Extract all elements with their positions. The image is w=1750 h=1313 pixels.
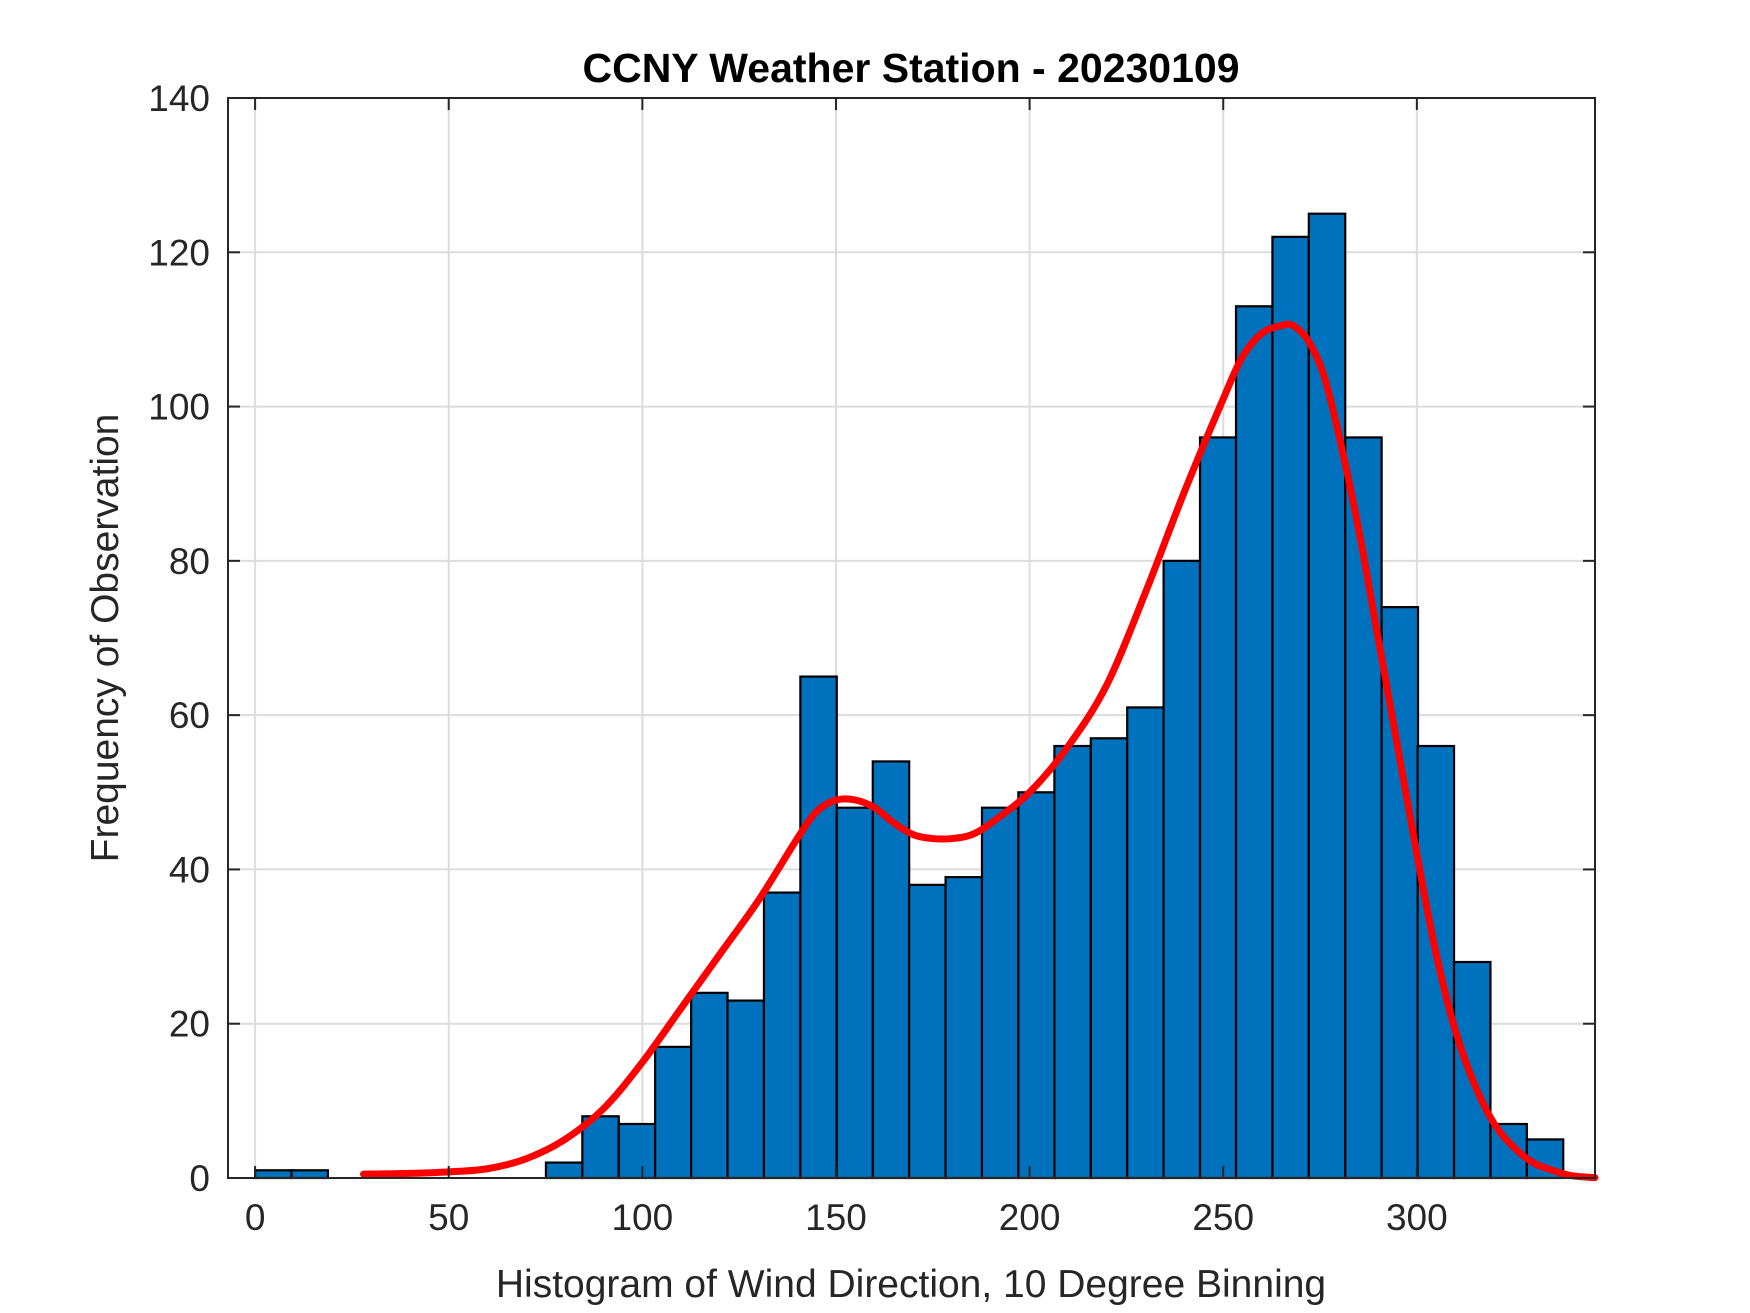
histogram-bar — [1053, 744, 1092, 1180]
histogram-bar — [1017, 791, 1056, 1180]
histogram-bar — [944, 876, 984, 1180]
histogram-bar — [617, 1122, 657, 1180]
histogram-bar — [1234, 305, 1274, 1180]
histogram-bar — [799, 675, 838, 1180]
x-axis-label: Histogram of Wind Direction, 10 Degree B… — [496, 1263, 1326, 1306]
x-tick-label: 250 — [1192, 1197, 1254, 1238]
x-tick-label: 0 — [245, 1197, 266, 1238]
y-tick-label: 60 — [169, 695, 210, 736]
histogram-bar — [290, 1169, 330, 1180]
y-tick-label: 20 — [169, 1004, 210, 1045]
y-tick-label: 120 — [148, 232, 210, 273]
y-tick-label: 140 — [148, 78, 210, 119]
y-tick-label: 0 — [189, 1158, 210, 1199]
histogram-bar — [835, 806, 875, 1180]
histogram-bar — [654, 1045, 693, 1180]
y-tick-label: 40 — [169, 849, 210, 890]
y-tick-label: 80 — [169, 541, 210, 582]
fit-curve — [360, 320, 1599, 1182]
histogram-bar — [908, 883, 947, 1180]
histogram-bar — [980, 806, 1020, 1180]
histogram-bar — [1089, 737, 1129, 1180]
histogram-bar — [690, 991, 729, 1180]
y-tick-label: 100 — [148, 387, 210, 428]
x-tick-label: 100 — [611, 1197, 673, 1238]
histogram-bar — [1162, 559, 1202, 1180]
histogram-bar — [254, 1169, 293, 1180]
chart-title: CCNY Weather Station - 20230109 — [582, 45, 1239, 91]
x-tick-label: 150 — [805, 1197, 867, 1238]
x-tick-label: 200 — [999, 1197, 1061, 1238]
x-tick-label: 50 — [428, 1197, 469, 1238]
plot-frame — [227, 97, 1596, 1179]
histogram-bar — [544, 1161, 584, 1180]
histogram-bar — [726, 999, 766, 1180]
x-tick-label: 300 — [1386, 1197, 1448, 1238]
histogram-bar — [1271, 235, 1310, 1180]
histogram-bar — [1198, 436, 1238, 1180]
y-axis-label: Frequency of Observation — [84, 414, 127, 863]
histogram-bar — [1126, 706, 1165, 1180]
histogram-bar — [762, 891, 802, 1180]
